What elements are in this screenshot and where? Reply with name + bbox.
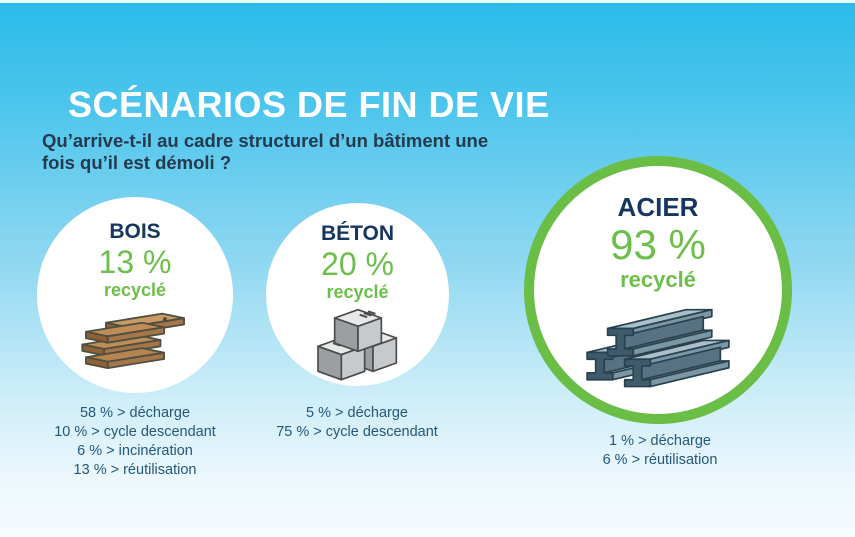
wood-planks-icon	[81, 312, 185, 370]
recycled-label-beton: recyclé	[326, 282, 389, 302]
stat-line: 75 % > cycle descendant	[276, 424, 438, 440]
page-subtitle: Qu’arrive-t-il au cadre structurel d’un …	[42, 130, 488, 174]
concrete-blocks-icon	[316, 308, 397, 381]
stat-line: 5 % > décharge	[306, 405, 408, 421]
subtitle-line-1: Qu’arrive-t-il au cadre structurel d’un …	[42, 130, 489, 151]
recycled-percent-bois: 13 %	[98, 244, 172, 280]
stat-line: 58 % > décharge	[79, 405, 191, 421]
stat-line: 6 % > incinération	[77, 443, 193, 459]
material-card-bois: BOIS 13 % recyclé	[37, 197, 233, 393]
stats-beton: 5 % > décharge 75 % > cycle descendant	[257, 404, 457, 442]
material-card-beton: BÉTON 20 % recyclé	[266, 203, 449, 386]
material-name-bois: BOIS	[109, 220, 161, 243]
top-edge-strip	[0, 0, 855, 3]
material-card-acier: ACIER 93 % recyclé	[524, 156, 792, 424]
subtitle-line-2: fois qu’il est démoli ?	[42, 152, 232, 173]
material-name-beton: BÉTON	[320, 222, 395, 245]
stats-acier: 1 % > décharge 6 % > réutilisation	[555, 432, 765, 470]
stat-line: 6 % > réutilisation	[602, 452, 718, 468]
stat-line: 10 % > cycle descendant	[54, 424, 216, 440]
recycled-label-acier: recyclé	[620, 267, 696, 292]
recycled-percent-acier: 93 %	[610, 221, 706, 268]
stat-line: 1 % > décharge	[609, 433, 711, 449]
stat-line: 13 % > réutilisation	[73, 462, 197, 478]
recycled-percent-beton: 20 %	[321, 246, 394, 282]
page-title: SCÉNARIOS DE FIN DE VIE	[68, 84, 550, 125]
material-name-acier: ACIER	[617, 192, 699, 222]
recycled-label-bois: recyclé	[103, 280, 167, 300]
steel-beams-icon	[586, 308, 730, 388]
stats-bois: 58 % > décharge 10 % > cycle descendant …	[37, 404, 233, 480]
